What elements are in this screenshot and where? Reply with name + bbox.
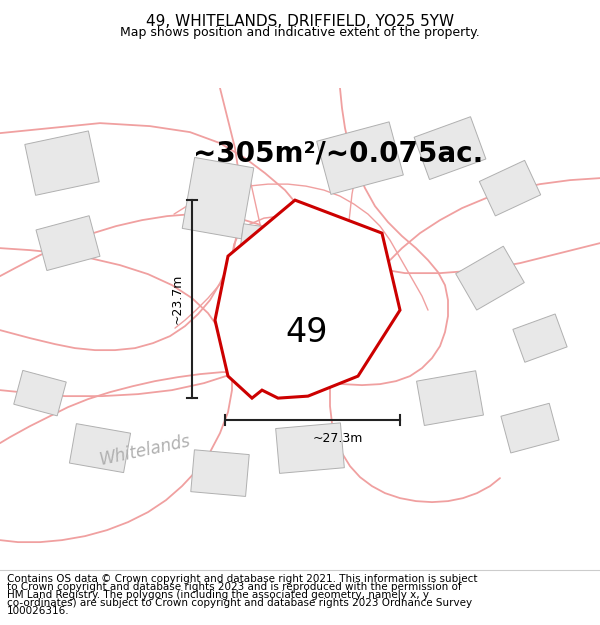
- Polygon shape: [290, 253, 349, 303]
- Text: ~23.7m: ~23.7m: [170, 274, 184, 324]
- Text: 100026316.: 100026316.: [7, 606, 70, 616]
- Polygon shape: [70, 424, 131, 472]
- Polygon shape: [501, 403, 559, 453]
- Polygon shape: [25, 131, 99, 196]
- Polygon shape: [513, 314, 567, 362]
- Polygon shape: [275, 423, 344, 473]
- Polygon shape: [191, 450, 249, 496]
- Text: Map shows position and indicative extent of the property.: Map shows position and indicative extent…: [120, 26, 480, 39]
- Text: HM Land Registry. The polygons (including the associated geometry, namely x, y: HM Land Registry. The polygons (includin…: [7, 590, 429, 600]
- Polygon shape: [36, 216, 100, 271]
- Polygon shape: [215, 200, 400, 398]
- Text: Whitelands: Whitelands: [98, 432, 192, 469]
- Polygon shape: [414, 117, 486, 179]
- Polygon shape: [235, 224, 295, 292]
- Polygon shape: [182, 158, 254, 239]
- Text: co-ordinates) are subject to Crown copyright and database rights 2023 Ordnance S: co-ordinates) are subject to Crown copyr…: [7, 598, 472, 608]
- Text: 49: 49: [285, 316, 328, 349]
- Text: Contains OS data © Crown copyright and database right 2021. This information is : Contains OS data © Crown copyright and d…: [7, 574, 478, 584]
- Text: to Crown copyright and database rights 2023 and is reproduced with the permissio: to Crown copyright and database rights 2…: [7, 582, 462, 592]
- Text: 49, WHITELANDS, DRIFFIELD, YO25 5YW: 49, WHITELANDS, DRIFFIELD, YO25 5YW: [146, 14, 454, 29]
- Polygon shape: [317, 122, 403, 194]
- Text: ~305m²/~0.075ac.: ~305m²/~0.075ac.: [193, 139, 483, 167]
- Polygon shape: [416, 371, 484, 426]
- Polygon shape: [455, 246, 524, 310]
- Polygon shape: [14, 371, 66, 416]
- Text: ~27.3m: ~27.3m: [313, 432, 362, 444]
- Polygon shape: [479, 161, 541, 216]
